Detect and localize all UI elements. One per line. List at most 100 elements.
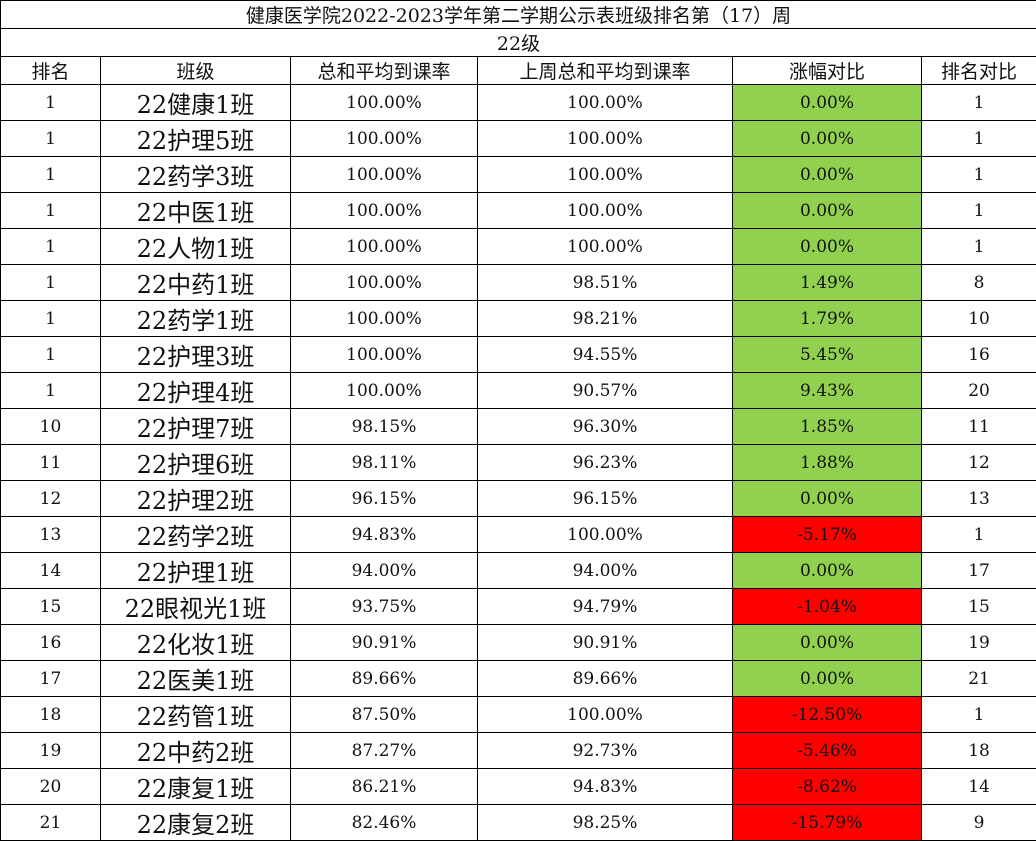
rate-cell: 98.15% — [291, 409, 478, 445]
change-cell: -5.46% — [733, 733, 922, 769]
last-rank-cell: 13 — [922, 481, 1036, 517]
last-rate-cell: 90.91% — [478, 625, 733, 661]
rate-cell: 100.00% — [291, 337, 478, 373]
last-rank-cell: 20 — [922, 373, 1036, 409]
last-rank-cell: 14 — [922, 769, 1036, 805]
header-rank: 排名 — [1, 57, 101, 85]
rank-cell: 15 — [1, 589, 101, 625]
change-cell: 1.79% — [733, 301, 922, 337]
change-cell: 0.00% — [733, 625, 922, 661]
rate-cell: 100.00% — [291, 229, 478, 265]
class-cell: 22药学2班 — [101, 517, 291, 553]
rank-cell: 16 — [1, 625, 101, 661]
last-rank-cell: 1 — [922, 121, 1036, 157]
rate-cell: 100.00% — [291, 157, 478, 193]
class-cell: 22护理7班 — [101, 409, 291, 445]
last-rate-cell: 96.23% — [478, 445, 733, 481]
change-cell: 0.00% — [733, 229, 922, 265]
rank-cell: 1 — [1, 265, 101, 301]
rank-cell: 18 — [1, 697, 101, 733]
class-cell: 22康复2班 — [101, 805, 291, 841]
last-rank-cell: 1 — [922, 229, 1036, 265]
last-rate-cell: 100.00% — [478, 697, 733, 733]
last-rank-cell: 19 — [922, 625, 1036, 661]
change-cell: 0.00% — [733, 481, 922, 517]
rate-cell: 100.00% — [291, 265, 478, 301]
rank-cell: 1 — [1, 229, 101, 265]
rank-cell: 11 — [1, 445, 101, 481]
class-cell: 22药学1班 — [101, 301, 291, 337]
last-rate-cell: 96.30% — [478, 409, 733, 445]
rate-cell: 89.66% — [291, 661, 478, 697]
change-cell: 0.00% — [733, 157, 922, 193]
last-rate-cell: 98.51% — [478, 265, 733, 301]
last-rank-cell: 21 — [922, 661, 1036, 697]
last-rate-cell: 96.15% — [478, 481, 733, 517]
class-cell: 22药学3班 — [101, 157, 291, 193]
last-rate-cell: 89.66% — [478, 661, 733, 697]
rate-cell: 100.00% — [291, 193, 478, 229]
rate-cell: 96.15% — [291, 481, 478, 517]
class-cell: 22健康1班 — [101, 85, 291, 121]
class-cell: 22护理4班 — [101, 373, 291, 409]
last-rank-cell: 8 — [922, 265, 1036, 301]
rate-cell: 87.50% — [291, 697, 478, 733]
header-rank-compare: 排名对比 — [922, 57, 1036, 85]
rank-cell: 1 — [1, 337, 101, 373]
last-rate-cell: 94.00% — [478, 553, 733, 589]
table-title: 健康医学院2022-2023学年第二学期公示表班级排名第（17）周 — [1, 1, 1036, 29]
grade-label: 22级 — [1, 29, 1036, 57]
class-cell: 22护理6班 — [101, 445, 291, 481]
last-rate-cell: 94.55% — [478, 337, 733, 373]
rank-cell: 17 — [1, 661, 101, 697]
class-cell: 22人物1班 — [101, 229, 291, 265]
class-cell: 22护理2班 — [101, 481, 291, 517]
change-cell: 0.00% — [733, 553, 922, 589]
last-rate-cell: 100.00% — [478, 193, 733, 229]
last-rank-cell: 17 — [922, 553, 1036, 589]
last-rank-cell: 15 — [922, 589, 1036, 625]
last-rank-cell: 11 — [922, 409, 1036, 445]
class-cell: 22护理3班 — [101, 337, 291, 373]
last-rate-cell: 94.79% — [478, 589, 733, 625]
last-rate-cell: 100.00% — [478, 229, 733, 265]
last-rank-cell: 1 — [922, 517, 1036, 553]
rate-cell: 82.46% — [291, 805, 478, 841]
class-cell: 22中医1班 — [101, 193, 291, 229]
rank-cell: 13 — [1, 517, 101, 553]
rank-cell: 20 — [1, 769, 101, 805]
class-cell: 22中药1班 — [101, 265, 291, 301]
class-cell: 22护理1班 — [101, 553, 291, 589]
rank-cell: 19 — [1, 733, 101, 769]
last-rate-cell: 100.00% — [478, 121, 733, 157]
rate-cell: 100.00% — [291, 301, 478, 337]
last-rank-cell: 1 — [922, 697, 1036, 733]
change-cell: -8.62% — [733, 769, 922, 805]
change-cell: 1.85% — [733, 409, 922, 445]
rank-cell: 1 — [1, 121, 101, 157]
rate-cell: 86.21% — [291, 769, 478, 805]
last-rank-cell: 12 — [922, 445, 1036, 481]
last-rate-cell: 92.73% — [478, 733, 733, 769]
last-rate-cell: 100.00% — [478, 85, 733, 121]
class-cell: 22眼视光1班 — [101, 589, 291, 625]
rank-cell: 10 — [1, 409, 101, 445]
last-rate-cell: 98.25% — [478, 805, 733, 841]
rank-cell: 1 — [1, 85, 101, 121]
last-rank-cell: 1 — [922, 85, 1036, 121]
rank-cell: 21 — [1, 805, 101, 841]
